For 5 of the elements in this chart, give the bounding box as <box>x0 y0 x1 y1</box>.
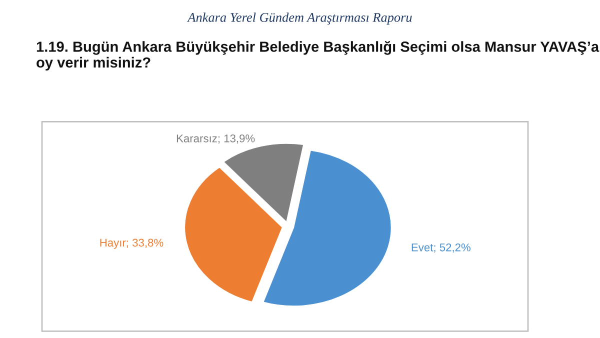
chart-subtitle: Ankara Yerel Gündem Araştırması Raporu <box>186 12 412 25</box>
slice-label: Kararsız; 13,9% <box>176 134 255 144</box>
slice-label: Hayır; 33,8% <box>100 238 164 249</box>
slice-label: Evet; 52,2% <box>412 243 470 253</box>
chart-title: 1.19. Bugün Ankara Büyükşehir Belediye Başkanlığı Seçimi olsa Mansur YAVAŞ’a oy verir misiniz? <box>36 41 600 71</box>
